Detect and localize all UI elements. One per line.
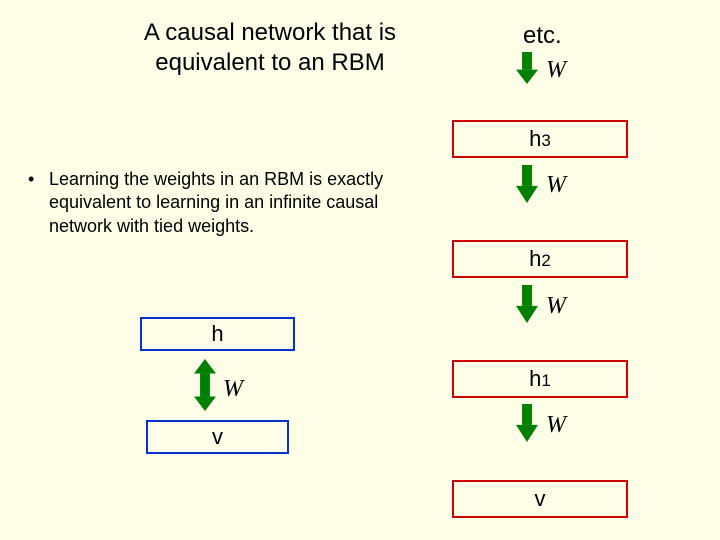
right-layer-box: v	[452, 480, 628, 518]
right-down-arrow-icon	[516, 165, 538, 208]
right-w-label: W	[546, 293, 566, 320]
bullet-marker: •	[28, 168, 44, 191]
right-w-label: W	[546, 57, 566, 84]
right-layer-box: h2	[452, 240, 628, 278]
bullet-content: Learning the weights in an RBM is exactl…	[49, 168, 399, 238]
left-w-label: W	[223, 376, 243, 403]
etc-label: etc.	[523, 22, 562, 50]
right-w-label: W	[546, 172, 566, 199]
right-layer-box: h1	[452, 360, 628, 398]
left-box-v: v	[146, 420, 289, 454]
left-double-arrow-icon	[194, 359, 216, 416]
right-down-arrow-icon	[516, 285, 538, 328]
bullet-text: • Learning the weights in an RBM is exac…	[28, 168, 408, 238]
left-box-h: h	[140, 317, 295, 351]
right-down-arrow-icon	[516, 52, 538, 89]
slide-title: A causal network that is equivalent to a…	[120, 18, 420, 78]
right-layer-box: h3	[452, 120, 628, 158]
right-down-arrow-icon	[516, 404, 538, 447]
right-w-label: W	[546, 412, 566, 439]
box-label: h3	[529, 126, 551, 152]
box-label: h2	[529, 246, 551, 272]
box-label: h1	[529, 366, 551, 392]
